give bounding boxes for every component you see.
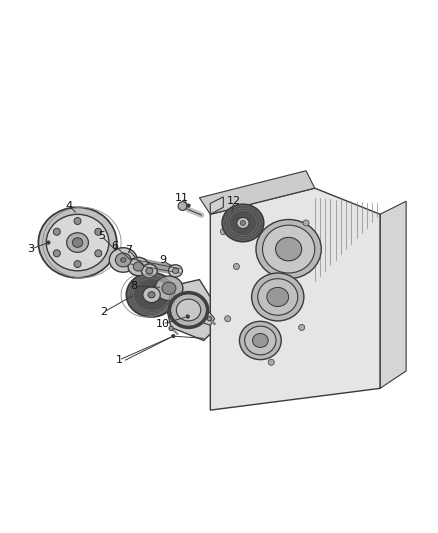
- Ellipse shape: [141, 264, 157, 278]
- Ellipse shape: [222, 204, 264, 242]
- Ellipse shape: [143, 287, 160, 303]
- Ellipse shape: [276, 237, 302, 261]
- Ellipse shape: [46, 214, 109, 271]
- Text: 8: 8: [131, 281, 138, 291]
- Ellipse shape: [177, 299, 201, 321]
- Circle shape: [178, 201, 187, 211]
- Circle shape: [74, 217, 81, 224]
- Ellipse shape: [72, 238, 83, 247]
- Ellipse shape: [146, 268, 153, 274]
- Ellipse shape: [169, 265, 183, 277]
- Ellipse shape: [126, 272, 177, 317]
- Ellipse shape: [256, 220, 321, 279]
- Polygon shape: [166, 279, 210, 341]
- Text: 2: 2: [100, 307, 107, 317]
- Ellipse shape: [155, 276, 183, 301]
- Ellipse shape: [116, 253, 131, 267]
- Polygon shape: [223, 212, 247, 240]
- Ellipse shape: [245, 326, 276, 355]
- Ellipse shape: [110, 248, 137, 272]
- Text: 7: 7: [125, 245, 132, 255]
- Circle shape: [242, 220, 248, 226]
- Circle shape: [53, 228, 60, 235]
- Ellipse shape: [240, 220, 246, 225]
- Circle shape: [303, 220, 309, 226]
- Text: 5: 5: [98, 231, 105, 241]
- Polygon shape: [199, 171, 315, 214]
- Ellipse shape: [128, 257, 149, 276]
- Polygon shape: [380, 201, 406, 389]
- Ellipse shape: [39, 207, 117, 278]
- Circle shape: [299, 325, 305, 330]
- Ellipse shape: [258, 279, 298, 315]
- Circle shape: [95, 228, 102, 235]
- Ellipse shape: [148, 292, 155, 298]
- Text: 9: 9: [159, 255, 166, 265]
- Text: 3: 3: [28, 244, 35, 254]
- Circle shape: [187, 204, 190, 207]
- Circle shape: [225, 316, 231, 322]
- Text: 12: 12: [227, 196, 241, 206]
- Circle shape: [233, 263, 240, 270]
- Ellipse shape: [120, 257, 126, 262]
- Text: 11: 11: [175, 193, 189, 203]
- Circle shape: [169, 326, 173, 330]
- Circle shape: [186, 315, 189, 318]
- Ellipse shape: [240, 321, 281, 360]
- Circle shape: [74, 261, 81, 268]
- Circle shape: [220, 229, 226, 235]
- Circle shape: [172, 334, 175, 338]
- Ellipse shape: [253, 334, 268, 348]
- Ellipse shape: [237, 217, 249, 229]
- Text: 1: 1: [115, 355, 122, 365]
- Ellipse shape: [267, 287, 289, 306]
- Ellipse shape: [162, 282, 176, 294]
- Polygon shape: [199, 312, 215, 325]
- Circle shape: [268, 359, 274, 365]
- Ellipse shape: [262, 225, 315, 273]
- Ellipse shape: [173, 268, 179, 273]
- Polygon shape: [210, 188, 380, 410]
- Text: 10: 10: [155, 319, 170, 329]
- Polygon shape: [210, 197, 223, 214]
- Circle shape: [95, 250, 102, 257]
- Ellipse shape: [252, 273, 304, 321]
- Text: 6: 6: [111, 240, 118, 251]
- Circle shape: [53, 250, 60, 257]
- Circle shape: [47, 241, 50, 244]
- Ellipse shape: [67, 233, 88, 252]
- Ellipse shape: [133, 262, 144, 271]
- Text: 4: 4: [65, 200, 72, 211]
- Circle shape: [207, 317, 212, 321]
- Ellipse shape: [170, 294, 207, 327]
